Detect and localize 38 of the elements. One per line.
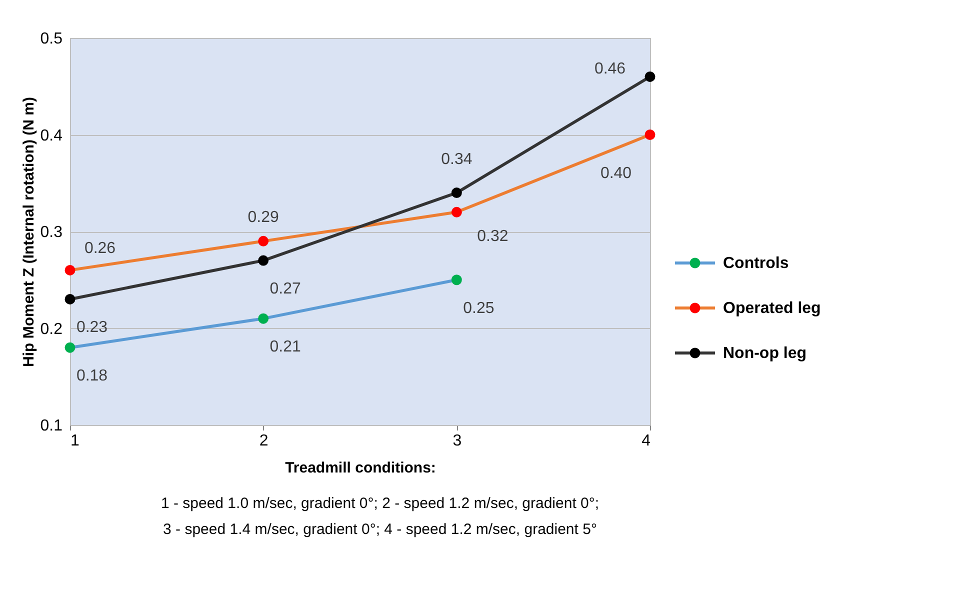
point <box>451 188 462 198</box>
point <box>451 274 462 286</box>
y-tick-label: 0.5 <box>40 30 63 48</box>
text: 1 - speed 1.0 m/sec, gradient 0°; 2 - speed 1.2 m/sec, gradient 0°; <box>160 495 600 512</box>
x-tick-label: 2 <box>259 432 268 450</box>
data-label: 0.29 <box>248 209 280 226</box>
x-tick-label: 1 <box>70 432 80 450</box>
x-tick-label: 3 <box>452 432 462 450</box>
point <box>64 342 76 353</box>
point <box>64 264 76 276</box>
x-axis-title: Treadmill conditions: <box>285 460 436 476</box>
y-tick-label: 0.4 <box>40 127 63 144</box>
point <box>258 313 269 324</box>
point <box>451 206 462 218</box>
data-label: 0.26 <box>84 240 116 258</box>
data-label: 0.21 <box>270 338 302 356</box>
y-axis-title: Hip Moment Z (Internal rotation) (N m) <box>20 97 38 367</box>
y-tick-label: 0.3 <box>40 224 63 241</box>
text: 3 - speed 1.4 m/sec, gradient 0°; 4 - speed 1.2 m/sec, gradient 5° <box>163 521 597 538</box>
y-tick-label: 0.1 <box>40 418 63 434</box>
data-label: 0.25 <box>463 300 494 317</box>
point <box>64 294 76 304</box>
y-tick-label: 0.2 <box>40 320 63 338</box>
data-label: 0.40 <box>600 164 632 182</box>
x-tick-label: 4 <box>642 432 651 450</box>
legend-label: Non-op leg <box>723 345 807 362</box>
data-label: 0.18 <box>76 368 108 385</box>
data-label: 0.34 <box>441 150 472 168</box>
legend-label: Operated leg <box>723 300 821 317</box>
point <box>258 255 269 266</box>
point <box>644 130 656 140</box>
data-label: 0.32 <box>477 228 508 246</box>
data-label: 0.27 <box>270 280 302 298</box>
legend-label: Controls <box>723 255 789 272</box>
data-label: 0.23 <box>76 319 108 336</box>
data-label: 0.46 <box>594 60 626 78</box>
point <box>258 236 269 246</box>
point <box>644 71 656 82</box>
